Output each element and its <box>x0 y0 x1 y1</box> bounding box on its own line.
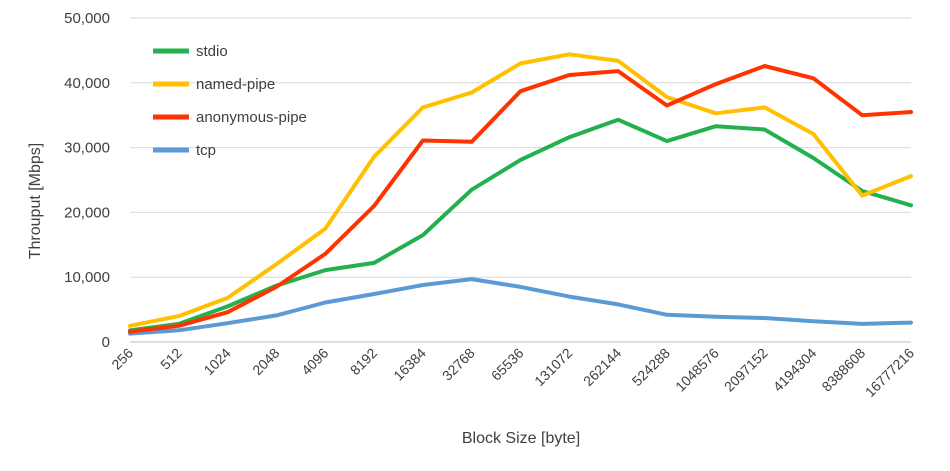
x-tick-label: 512 <box>157 345 185 373</box>
y-tick-label: 50,000 <box>64 10 110 27</box>
x-tick-label: 524288 <box>629 345 673 389</box>
y-axis-ticks: 0 10,000 20,000 30,000 40,000 50,000 <box>64 10 110 351</box>
y-axis-label: Throuput [Mbps] <box>27 143 44 260</box>
y-tick-label: 30,000 <box>64 140 110 157</box>
y-tick-label: 40,000 <box>64 75 110 92</box>
x-tick-label: 131072 <box>531 345 575 389</box>
series-line-stdio <box>128 117 913 333</box>
x-tick-label: 32768 <box>439 345 478 384</box>
legend-label-anonymous-pipe: anonymous-pipe <box>196 109 307 126</box>
x-tick-label: 4194304 <box>770 345 820 395</box>
series-lines <box>128 52 913 336</box>
legend-label-stdio: stdio <box>196 43 228 60</box>
x-tick-label: 16384 <box>390 345 429 384</box>
x-tick-label: 8388608 <box>818 345 868 395</box>
x-tick-label: 1048576 <box>672 345 722 395</box>
series-line-anonymous-pipe <box>128 64 913 334</box>
series-line-named-pipe <box>128 52 913 328</box>
y-tick-label: 0 <box>102 334 110 351</box>
x-tick-label: 4096 <box>298 345 331 378</box>
x-axis-label: Block Size [byte] <box>462 430 580 447</box>
series-line-tcp <box>128 277 913 336</box>
x-tick-label: 1024 <box>200 345 233 378</box>
x-tick-label: 2097152 <box>721 345 771 395</box>
y-tick-label: 10,000 <box>64 269 110 286</box>
gridlines <box>130 17 911 343</box>
legend: stdio named-pipe anonymous-pipe tcp <box>153 43 307 159</box>
x-tick-label: 262144 <box>580 345 624 389</box>
x-tick-label: 2048 <box>249 345 282 378</box>
legend-label-tcp: tcp <box>196 142 216 159</box>
x-tick-label: 65536 <box>488 345 527 384</box>
x-tick-label: 256 <box>108 345 136 373</box>
x-tick-label: 16777216 <box>862 345 918 401</box>
y-tick-label: 20,000 <box>64 204 110 221</box>
x-axis-ticks: 256 512 1024 2048 4096 8192 16384 32768 65536 131… <box>108 345 917 401</box>
legend-label-named-pipe: named-pipe <box>196 76 275 93</box>
x-tick-label: 8192 <box>347 345 380 378</box>
